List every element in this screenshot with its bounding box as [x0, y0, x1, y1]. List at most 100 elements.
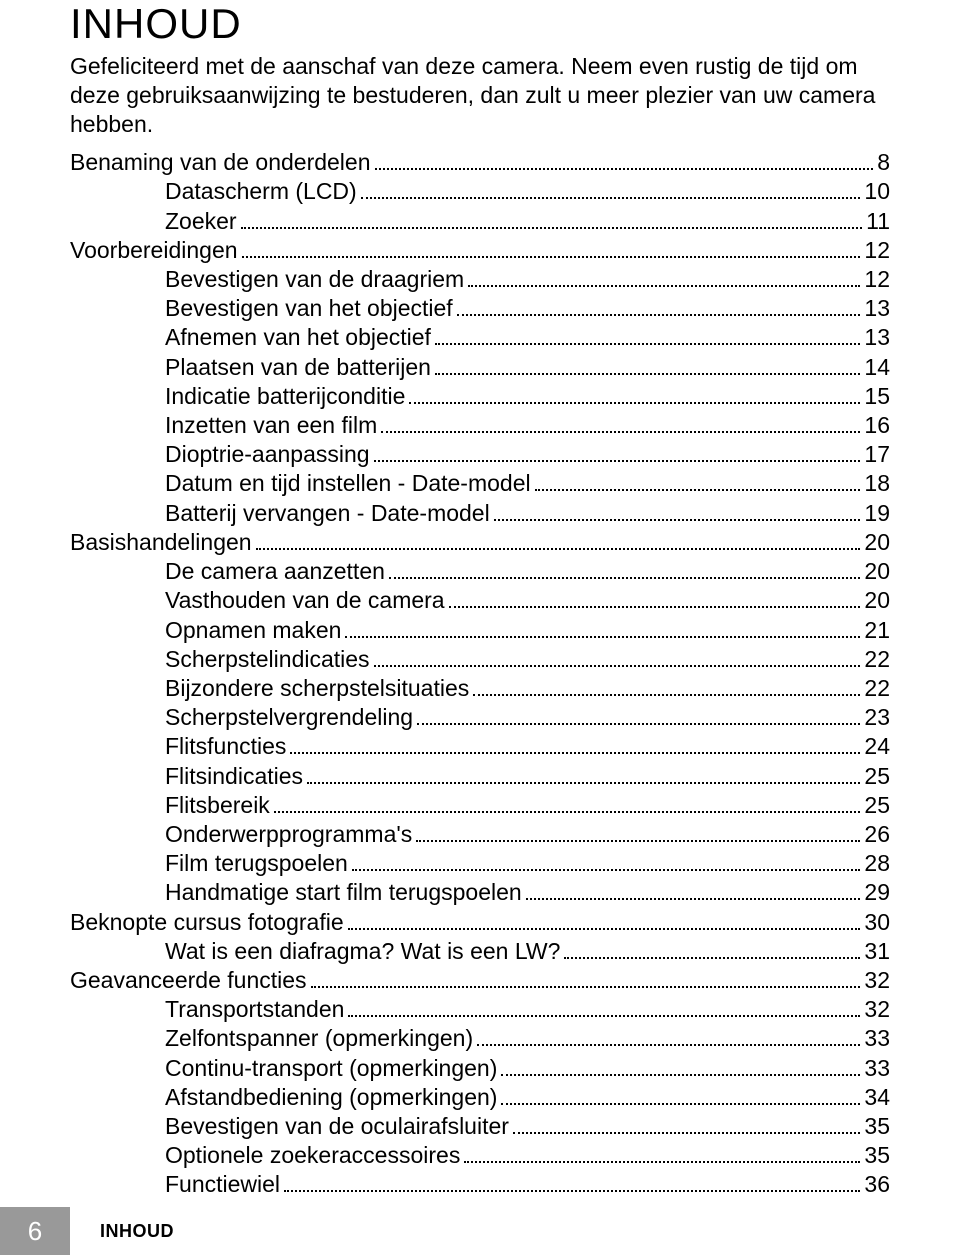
toc-entry-label: Optionele zoekeraccessoires [165, 1141, 460, 1170]
toc-entry: Zelfontspanner (opmerkingen)33 [70, 1024, 890, 1053]
toc-entry: Afstandbediening (opmerkingen) 34 [70, 1083, 890, 1112]
toc-entry-page: 32 [864, 995, 890, 1024]
toc-leader-dots [361, 197, 861, 199]
toc-entry: Functiewiel36 [70, 1170, 890, 1199]
toc-leader-dots [416, 840, 860, 842]
toc-entry-label: Inzetten van een film [165, 411, 377, 440]
toc-entry-page: 11 [866, 207, 890, 236]
toc-entry-page: 20 [864, 528, 890, 557]
toc-entry: Batterij vervangen - Date-model 19 [70, 499, 890, 528]
toc-entry: Opnamen maken 21 [70, 616, 890, 645]
toc-entry-page: 15 [864, 382, 890, 411]
toc-entry-page: 13 [864, 323, 890, 352]
toc-entry-label: Functiewiel [165, 1170, 280, 1199]
toc-entry-label: Film terugspoelen [165, 849, 348, 878]
toc-entry-label: Transportstanden [165, 995, 344, 1024]
toc-entry-label: Bevestigen van de draagriem [165, 265, 464, 294]
toc-entry-label: Datum en tijd instellen - Date-model [165, 469, 531, 498]
toc-entry-page: 20 [864, 586, 890, 615]
toc-entry: Flitsfuncties24 [70, 732, 890, 761]
toc-leader-dots [494, 519, 861, 521]
toc-entry: Flitsindicaties 25 [70, 762, 890, 791]
toc-leader-dots [457, 314, 861, 316]
toc-leader-dots [348, 1015, 860, 1017]
toc-entry: Bijzondere scherpstelsituaties 22 [70, 674, 890, 703]
toc-leader-dots [449, 606, 861, 608]
toc-entry: Datum en tijd instellen - Date-model18 [70, 469, 890, 498]
toc-leader-dots [513, 1132, 860, 1134]
toc-entry: Continu-transport (opmerkingen)33 [70, 1054, 890, 1083]
toc-entry-label: Bevestigen van de oculairafsluiter [165, 1112, 509, 1141]
toc-entry: Inzetten van een film16 [70, 411, 890, 440]
toc-entry-page: 29 [864, 878, 890, 907]
toc-entry-page: 33 [864, 1024, 890, 1053]
toc-entry: Handmatige start film terugspoelen29 [70, 878, 890, 907]
toc-entry-label: Benaming van de onderdelen [70, 148, 371, 177]
toc-entry: Scherpstelindicaties 22 [70, 645, 890, 674]
toc-entry-label: Wat is een diafragma? Wat is een LW? [165, 937, 560, 966]
toc-entry-label: Opnamen maken [165, 616, 341, 645]
toc-leader-dots [473, 694, 860, 696]
toc-entry-page: 22 [864, 674, 890, 703]
footer-page-number: 6 [0, 1207, 70, 1255]
toc-entry: Onderwerpprogramma's26 [70, 820, 890, 849]
toc-entry: Datascherm (LCD) 10 [70, 177, 890, 206]
toc-entry-label: Datascherm (LCD) [165, 177, 357, 206]
toc-entry-label: Indicatie batterijconditie [165, 382, 405, 411]
toc-entry-label: Batterij vervangen - Date-model [165, 499, 490, 528]
toc-leader-dots [477, 1044, 860, 1046]
toc-entry: Transportstanden 32 [70, 995, 890, 1024]
table-of-contents: Benaming van de onderdelen8Datascherm (L… [70, 148, 890, 1199]
toc-leader-dots [501, 1103, 860, 1105]
toc-entry-label: Afstandbediening (opmerkingen) [165, 1083, 497, 1112]
toc-entry-label: Scherpstelvergrendeling [165, 703, 413, 732]
intro-paragraph: Gefeliciteerd met de aanschaf van deze c… [70, 52, 890, 138]
toc-leader-dots [274, 811, 861, 813]
toc-leader-dots [256, 548, 861, 550]
toc-entry-page: 25 [864, 762, 890, 791]
toc-entry: Dioptrie-aanpassing17 [70, 440, 890, 469]
toc-entry-page: 34 [864, 1083, 890, 1112]
page-container: INHOUD Gefeliciteerd met de aanschaf van… [0, 0, 960, 1255]
toc-entry-page: 21 [864, 616, 890, 645]
footer-section-label: INHOUD [100, 1221, 174, 1242]
toc-entry-label: Zoeker [165, 207, 237, 236]
toc-entry: Indicatie batterijconditie 15 [70, 382, 890, 411]
toc-entry-page: 26 [864, 820, 890, 849]
toc-leader-dots [464, 1161, 860, 1163]
toc-entry-page: 13 [864, 294, 890, 323]
toc-entry-label: Flitsindicaties [165, 762, 303, 791]
toc-entry-label: Dioptrie-aanpassing [165, 440, 370, 469]
page-title: INHOUD [70, 0, 890, 48]
toc-entry-page: 12 [864, 236, 890, 265]
toc-entry-page: 32 [864, 966, 890, 995]
toc-entry-label: Bevestigen van het objectief [165, 294, 453, 323]
toc-entry-label: De camera aanzetten [165, 557, 385, 586]
toc-entry-label: Voorbereidingen [70, 236, 238, 265]
toc-entry: Film terugspoelen 28 [70, 849, 890, 878]
toc-leader-dots [374, 460, 861, 462]
toc-leader-dots [352, 869, 861, 871]
toc-entry: Basishandelingen 20 [70, 528, 890, 557]
toc-entry-label: Geavanceerde functies [70, 966, 307, 995]
toc-entry-label: Bijzondere scherpstelsituaties [165, 674, 469, 703]
toc-entry-page: 28 [864, 849, 890, 878]
toc-entry-page: 19 [864, 499, 890, 528]
toc-leader-dots [242, 256, 861, 258]
toc-entry-label: Basishandelingen [70, 528, 252, 557]
toc-entry-label: Flitsbereik [165, 791, 270, 820]
toc-entry: Voorbereidingen 12 [70, 236, 890, 265]
toc-entry-page: 10 [864, 177, 890, 206]
toc-leader-dots [417, 723, 860, 725]
toc-entry-label: Continu-transport (opmerkingen) [165, 1054, 497, 1083]
toc-entry-page: 23 [864, 703, 890, 732]
toc-entry-page: 22 [864, 645, 890, 674]
toc-entry: De camera aanzetten20 [70, 557, 890, 586]
toc-leader-dots [348, 928, 861, 930]
toc-entry: Scherpstelvergrendeling 23 [70, 703, 890, 732]
toc-leader-dots [284, 1190, 860, 1192]
toc-entry-label: Flitsfuncties [165, 732, 286, 761]
toc-entry: Optionele zoekeraccessoires35 [70, 1141, 890, 1170]
toc-entry-label: Scherpstelindicaties [165, 645, 370, 674]
toc-entry-page: 8 [877, 148, 890, 177]
